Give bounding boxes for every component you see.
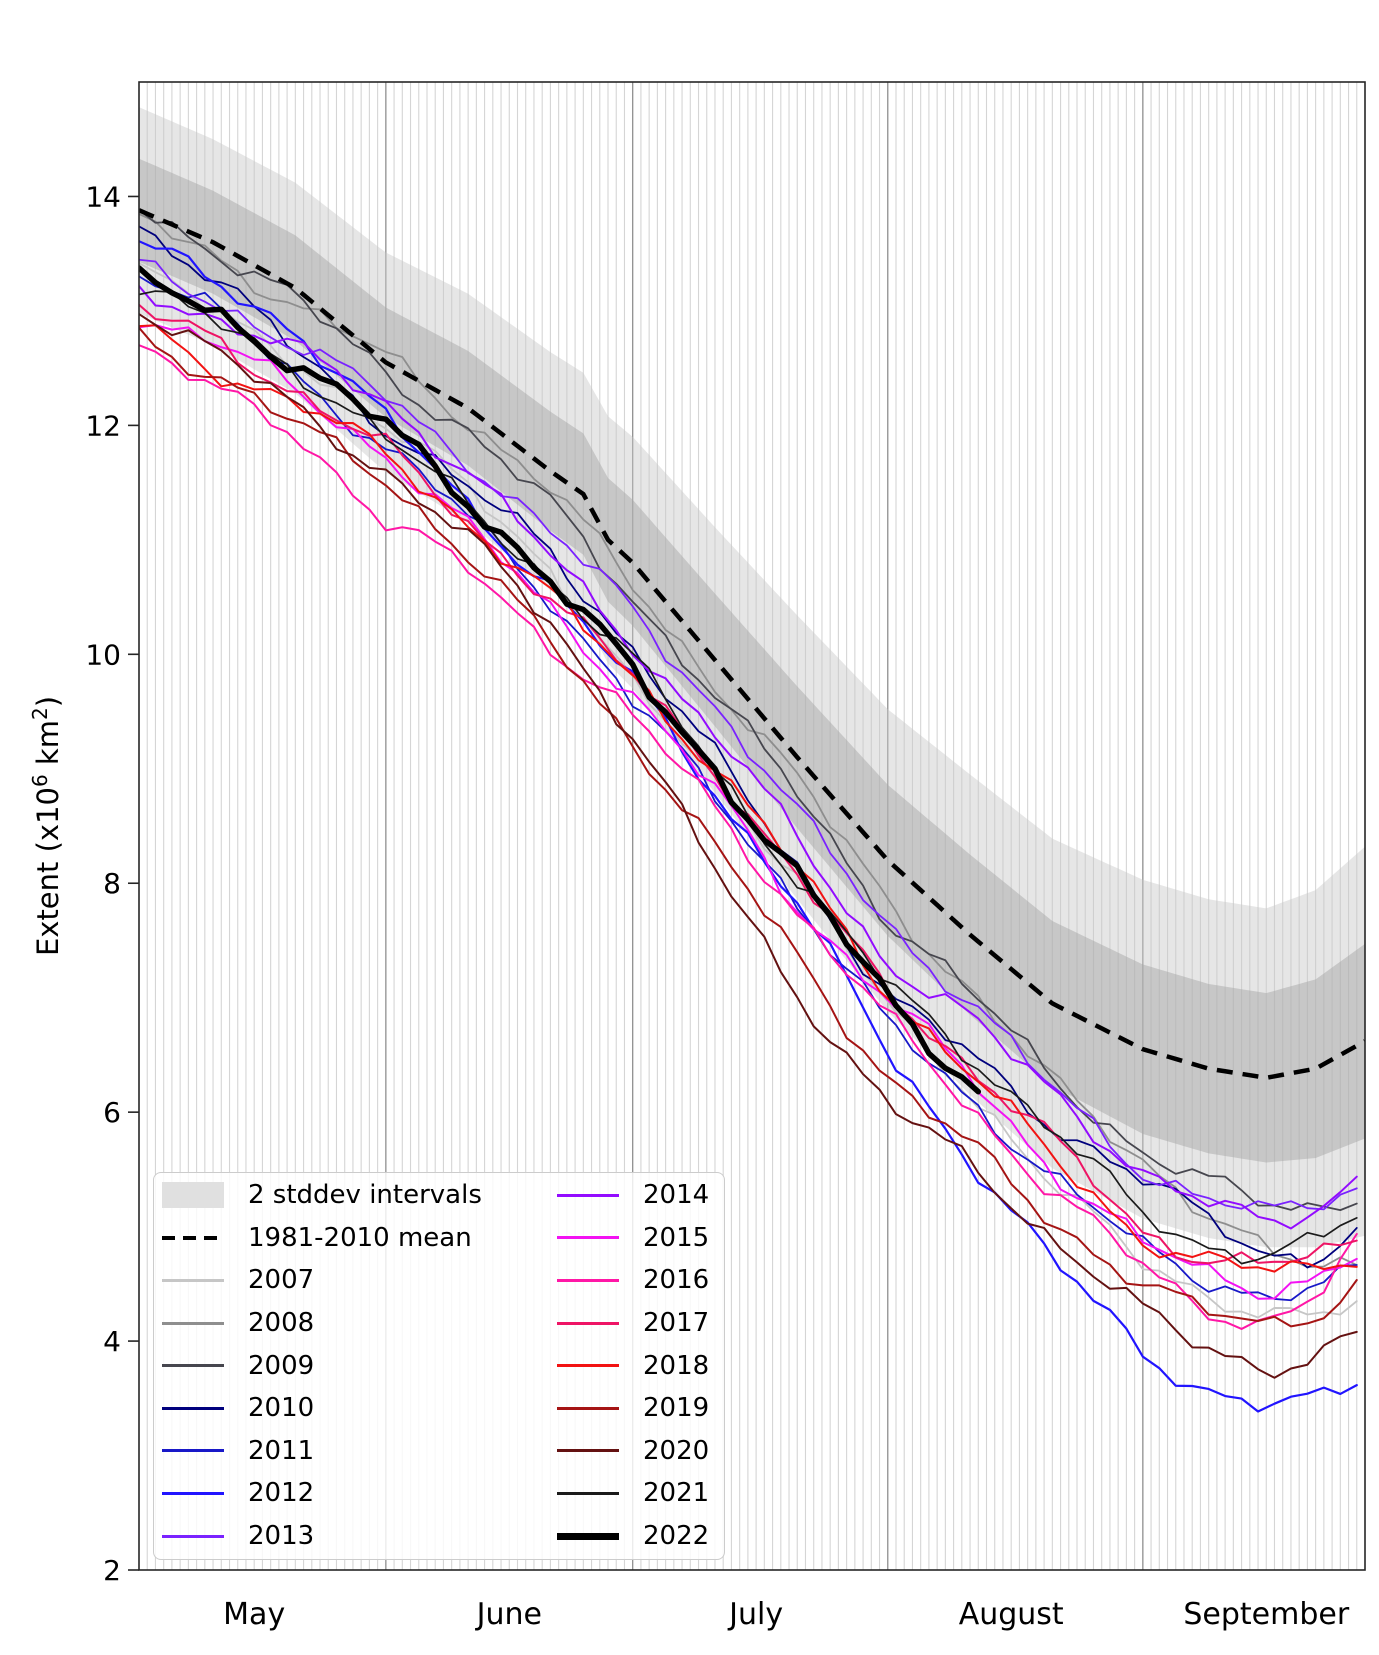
- y-tick-label: 8: [103, 867, 121, 900]
- series-swatch-2010: [162, 1406, 224, 1410]
- legend-row-2008: 2008: [162, 1302, 482, 1345]
- series-swatch-2020: [557, 1449, 619, 1453]
- series-line-2018: [139, 324, 1358, 1273]
- legend-row-1981-2010-mean: 1981-2010 mean: [162, 1217, 482, 1260]
- legend-label: 2015: [643, 1222, 710, 1253]
- legend-label: 2017: [643, 1308, 710, 1339]
- y-axis-label: Extent (x106 km2): [28, 696, 65, 956]
- legend-label: 2018: [643, 1350, 710, 1381]
- series-swatch-2015: [557, 1236, 619, 1240]
- y-tick-label: 12: [85, 409, 121, 442]
- legend-row-2013: 2013: [162, 1515, 482, 1558]
- series-line-2019: [139, 326, 1358, 1328]
- legend-row-2020: 2020: [557, 1430, 709, 1473]
- legend-row-2022: 2022: [557, 1515, 709, 1558]
- legend-row-2007: 2007: [162, 1259, 482, 1302]
- series-swatch-2011: [162, 1449, 224, 1453]
- y-tick-label: 2: [103, 1554, 121, 1587]
- legend-row-2011: 2011: [162, 1430, 482, 1473]
- series-swatch-2021: [557, 1491, 619, 1495]
- legend-row-2010: 2010: [162, 1387, 482, 1430]
- x-month-label: September: [1183, 1597, 1349, 1632]
- legend-label: 2014: [643, 1180, 710, 1211]
- legend-label: 2009: [248, 1350, 315, 1381]
- series-line-2008: [139, 213, 1358, 1268]
- legend-label: 2016: [643, 1265, 710, 1296]
- legend-label: 2019: [643, 1393, 710, 1424]
- legend-row-2012: 2012: [162, 1472, 482, 1515]
- series-swatch-2013: [162, 1534, 224, 1538]
- series-line-2013: [139, 258, 1358, 1211]
- series-swatch-2022: [557, 1532, 619, 1540]
- series-swatch-2008: [162, 1321, 224, 1325]
- mean-dashed-swatch: [162, 1235, 224, 1241]
- y-tick-label: 10: [85, 638, 121, 671]
- legend-label: 2022: [643, 1521, 710, 1552]
- stddev-band-swatch: [162, 1182, 224, 1209]
- legend-row-2014: 2014: [557, 1174, 709, 1217]
- legend-label: 2 stddev intervals: [248, 1180, 482, 1211]
- legend-label: 2007: [248, 1265, 315, 1296]
- x-month-label: May: [223, 1597, 285, 1632]
- legend-label: 2020: [643, 1435, 710, 1466]
- legend-row-2-stddev-intervals: 2 stddev intervals: [162, 1174, 482, 1217]
- x-month-label: August: [959, 1597, 1064, 1632]
- legend-row-2018: 2018: [557, 1344, 709, 1387]
- series-swatch-2018: [557, 1364, 619, 1368]
- legend-label: 2010: [248, 1393, 315, 1424]
- legend-label: 2012: [248, 1478, 315, 1509]
- x-month-label: June: [475, 1597, 542, 1632]
- y-tick-label: 4: [103, 1325, 121, 1358]
- legend-label: 2011: [248, 1435, 315, 1466]
- y-tick-label: 14: [85, 180, 121, 213]
- series-swatch-2009: [162, 1364, 224, 1368]
- series-line-2009: [139, 208, 1358, 1212]
- legend-row-2015: 2015: [557, 1217, 709, 1260]
- series-swatch-2016: [557, 1278, 619, 1282]
- plot-border: [138, 81, 1366, 1571]
- series-swatch-2019: [557, 1406, 619, 1410]
- legend-row-2019: 2019: [557, 1387, 709, 1430]
- legend-label: 2021: [643, 1478, 710, 1509]
- legend-column-1: 2 stddev intervals 1981-2010 mean 2007 2008…: [162, 1174, 482, 1557]
- series-line-2020: [139, 313, 1358, 1379]
- legend-label: 2008: [248, 1308, 315, 1339]
- series-line-2021: [139, 290, 1358, 1265]
- x-month-label: July: [727, 1597, 783, 1632]
- series-line-2015: [139, 324, 1358, 1300]
- series-swatch-2017: [557, 1321, 619, 1325]
- y-tick-label: 6: [103, 1096, 121, 1129]
- legend-column-2: 2014 2015 2016 2017 2018 2019 2020 2021 2022: [557, 1174, 709, 1557]
- series-swatch-2012: [162, 1491, 224, 1495]
- legend-row-2017: 2017: [557, 1302, 709, 1345]
- legend-row-2009: 2009: [162, 1344, 482, 1387]
- series-line-2016: [139, 344, 1358, 1330]
- mean-line: [139, 208, 1365, 1081]
- series-swatch-2007: [162, 1278, 224, 1282]
- series-line-2022: [139, 265, 982, 1095]
- legend-label: 1981-2010 mean: [248, 1222, 472, 1253]
- series-swatch-2014: [557, 1193, 619, 1197]
- legend-row-2016: 2016: [557, 1259, 709, 1302]
- series-line-2014: [139, 285, 1358, 1230]
- legend-box: 2 stddev intervals 1981-2010 mean 2007 2008…: [153, 1172, 725, 1560]
- legend-row-2021: 2021: [557, 1472, 709, 1515]
- legend-label: 2013: [248, 1521, 315, 1552]
